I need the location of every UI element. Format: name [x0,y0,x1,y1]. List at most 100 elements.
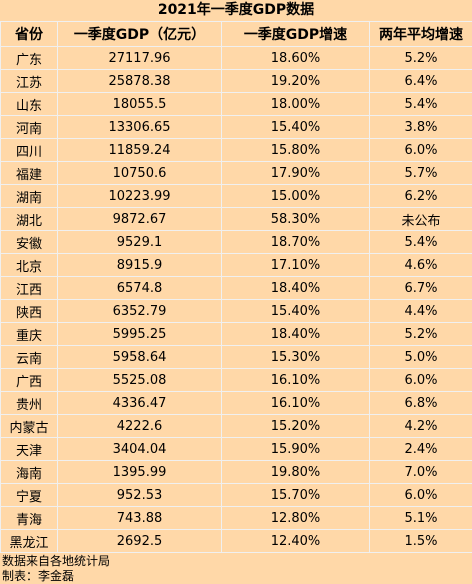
footer: 数据来自各地统计局 制表：李金磊 [0,553,472,584]
cell-province: 四川 [1,139,58,162]
cell-growth: 16.10% [222,392,370,415]
cell-growth: 17.90% [222,162,370,185]
cell-gdp: 11859.24 [58,139,222,162]
cell-province: 湖南 [1,185,58,208]
cell-gdp: 13306.65 [58,116,222,139]
cell-province: 贵州 [1,392,58,415]
cell-gdp: 10223.99 [58,185,222,208]
cell-gdp: 18055.5 [58,93,222,116]
cell-two-year-avg: 6.0% [370,139,472,162]
cell-growth: 15.30% [222,346,370,369]
cell-gdp: 9872.67 [58,208,222,231]
cell-two-year-avg: 1.5% [370,530,472,553]
cell-growth: 18.00% [222,93,370,116]
cell-province: 重庆 [1,323,58,346]
cell-growth: 18.60% [222,47,370,70]
cell-growth: 18.40% [222,277,370,300]
cell-growth: 15.90% [222,438,370,461]
cell-gdp: 25878.38 [58,70,222,93]
cell-two-year-avg: 4.6% [370,254,472,277]
cell-growth: 19.80% [222,461,370,484]
cell-two-year-avg: 5.0% [370,346,472,369]
cell-growth: 19.20% [222,70,370,93]
cell-province: 北京 [1,254,58,277]
cell-province: 宁夏 [1,484,58,507]
cell-two-year-avg: 5.7% [370,162,472,185]
cell-province: 广西 [1,369,58,392]
header-row: 省份 一季度GDP（亿元） 一季度GDP增速 两年平均增速 [1,22,472,47]
cell-province: 江西 [1,277,58,300]
cell-province: 内蒙古 [1,415,58,438]
cell-growth: 12.40% [222,530,370,553]
cell-two-year-avg: 6.8% [370,392,472,415]
source-note: 数据来自各地统计局 [2,554,472,569]
cell-province: 江苏 [1,70,58,93]
cell-growth: 18.40% [222,323,370,346]
cell-province: 黑龙江 [1,530,58,553]
cell-province: 陕西 [1,300,58,323]
cell-growth: 12.80% [222,507,370,530]
cell-two-year-avg: 6.7% [370,277,472,300]
cell-two-year-avg: 5.2% [370,323,472,346]
cell-gdp: 3404.04 [58,438,222,461]
cell-two-year-avg: 5.4% [370,231,472,254]
cell-gdp: 952.53 [58,484,222,507]
cell-gdp: 9529.1 [58,231,222,254]
cell-gdp: 4336.47 [58,392,222,415]
cell-growth: 15.80% [222,139,370,162]
cell-two-year-avg: 5.1% [370,507,472,530]
cell-two-year-avg: 4.2% [370,415,472,438]
cell-two-year-avg: 6.0% [370,369,472,392]
column-header-growth: 一季度GDP增速 [222,22,370,47]
cell-province: 云南 [1,346,58,369]
cell-province: 广东 [1,47,58,70]
cell-growth: 16.10% [222,369,370,392]
cell-gdp: 2692.5 [58,530,222,553]
cell-gdp: 743.88 [58,507,222,530]
cell-province: 山东 [1,93,58,116]
cell-gdp: 27117.96 [58,47,222,70]
cell-growth: 15.20% [222,415,370,438]
cell-two-year-avg: 7.0% [370,461,472,484]
cell-gdp: 10750.6 [58,162,222,185]
cell-province: 天津 [1,438,58,461]
author-note: 制表：李金磊 [2,569,472,584]
cell-two-year-avg: 5.4% [370,93,472,116]
cell-gdp: 1395.99 [58,461,222,484]
cell-two-year-avg: 3.8% [370,116,472,139]
cell-growth: 15.00% [222,185,370,208]
table-title: 2021年一季度GDP数据 [0,0,472,21]
cell-growth: 15.40% [222,116,370,139]
cell-province: 安徽 [1,231,58,254]
column-header-gdp: 一季度GDP（亿元） [58,22,222,47]
cell-two-year-avg: 5.2% [370,47,472,70]
cell-growth: 17.10% [222,254,370,277]
cell-two-year-avg: 6.0% [370,484,472,507]
cell-province: 湖北 [1,208,58,231]
cell-two-year-avg: 6.2% [370,185,472,208]
cell-two-year-avg: 4.4% [370,300,472,323]
cell-gdp: 5995.25 [58,323,222,346]
cell-two-year-avg: 6.4% [370,70,472,93]
